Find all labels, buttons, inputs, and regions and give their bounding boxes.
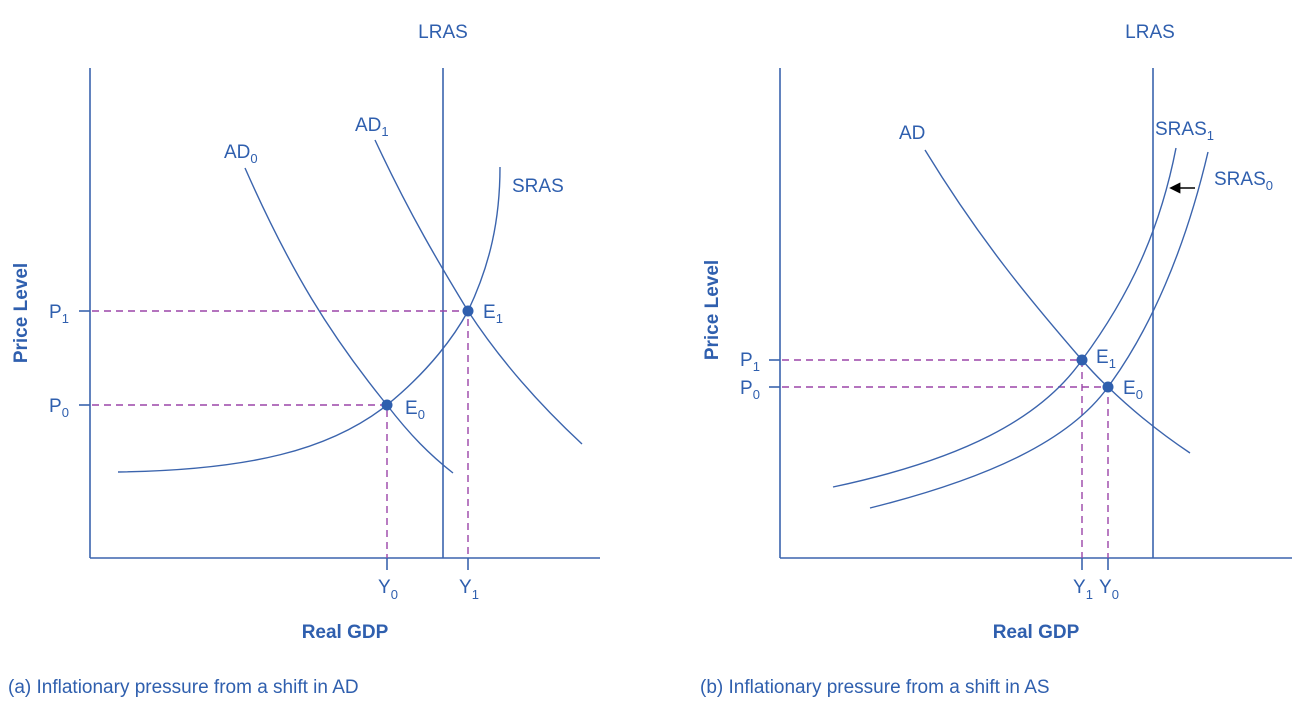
caption: (a) Inflationary pressure from a shift i… — [8, 677, 359, 698]
y-axis-label: Price Level — [11, 263, 32, 363]
panel-b: LRAS AD SRAS1 SRAS0 E1 E0 P1 P0 Y1 Y0 Pr… — [700, 22, 1292, 698]
ad-curve — [924, 149, 1191, 454]
x-axis-label: Real GDP — [302, 622, 389, 643]
e1-label: E1 — [1096, 347, 1116, 371]
sras-label: SRAS — [512, 176, 564, 197]
lras-label: LRAS — [418, 22, 468, 43]
x-axis-label: Real GDP — [993, 622, 1080, 643]
point-e1 — [462, 305, 474, 317]
ad0-label: AD0 — [224, 142, 258, 166]
p0-guide — [92, 404, 388, 558]
point-e0 — [1102, 381, 1114, 393]
y1-label: Y1 — [1073, 577, 1093, 602]
e0-label: E0 — [405, 398, 425, 422]
p1-label: P1 — [740, 350, 760, 374]
y-axis-label: Price Level — [702, 260, 723, 360]
lras-label: LRAS — [1125, 22, 1175, 43]
ad0-curve — [244, 167, 454, 474]
ad1-label: AD1 — [355, 115, 389, 139]
panel-a: LRAS AD0 AD1 SRAS E0 E1 P1 P0 Y0 Y1 Pric… — [8, 22, 600, 698]
y1-label: Y1 — [459, 577, 479, 602]
ad-label: AD — [899, 123, 925, 144]
sras1-curve — [832, 147, 1177, 488]
e1-label: E1 — [483, 302, 503, 326]
y0-label: Y0 — [1099, 577, 1119, 602]
p0-label: P0 — [740, 378, 760, 402]
y0-label: Y0 — [378, 577, 398, 602]
point-e0 — [381, 399, 393, 411]
e0-label: E0 — [1123, 378, 1143, 402]
p1-label: P1 — [49, 302, 69, 326]
p0-guide — [782, 386, 1109, 558]
sras0-label: SRAS0 — [1214, 169, 1273, 193]
point-e1 — [1076, 354, 1088, 366]
sras0-curve — [869, 151, 1209, 509]
p1-guide — [782, 359, 1083, 558]
sras-curve — [117, 166, 501, 473]
caption: (b) Inflationary pressure from a shift i… — [700, 677, 1050, 698]
p0-label: P0 — [49, 396, 69, 420]
sras1-label: SRAS1 — [1155, 119, 1214, 143]
